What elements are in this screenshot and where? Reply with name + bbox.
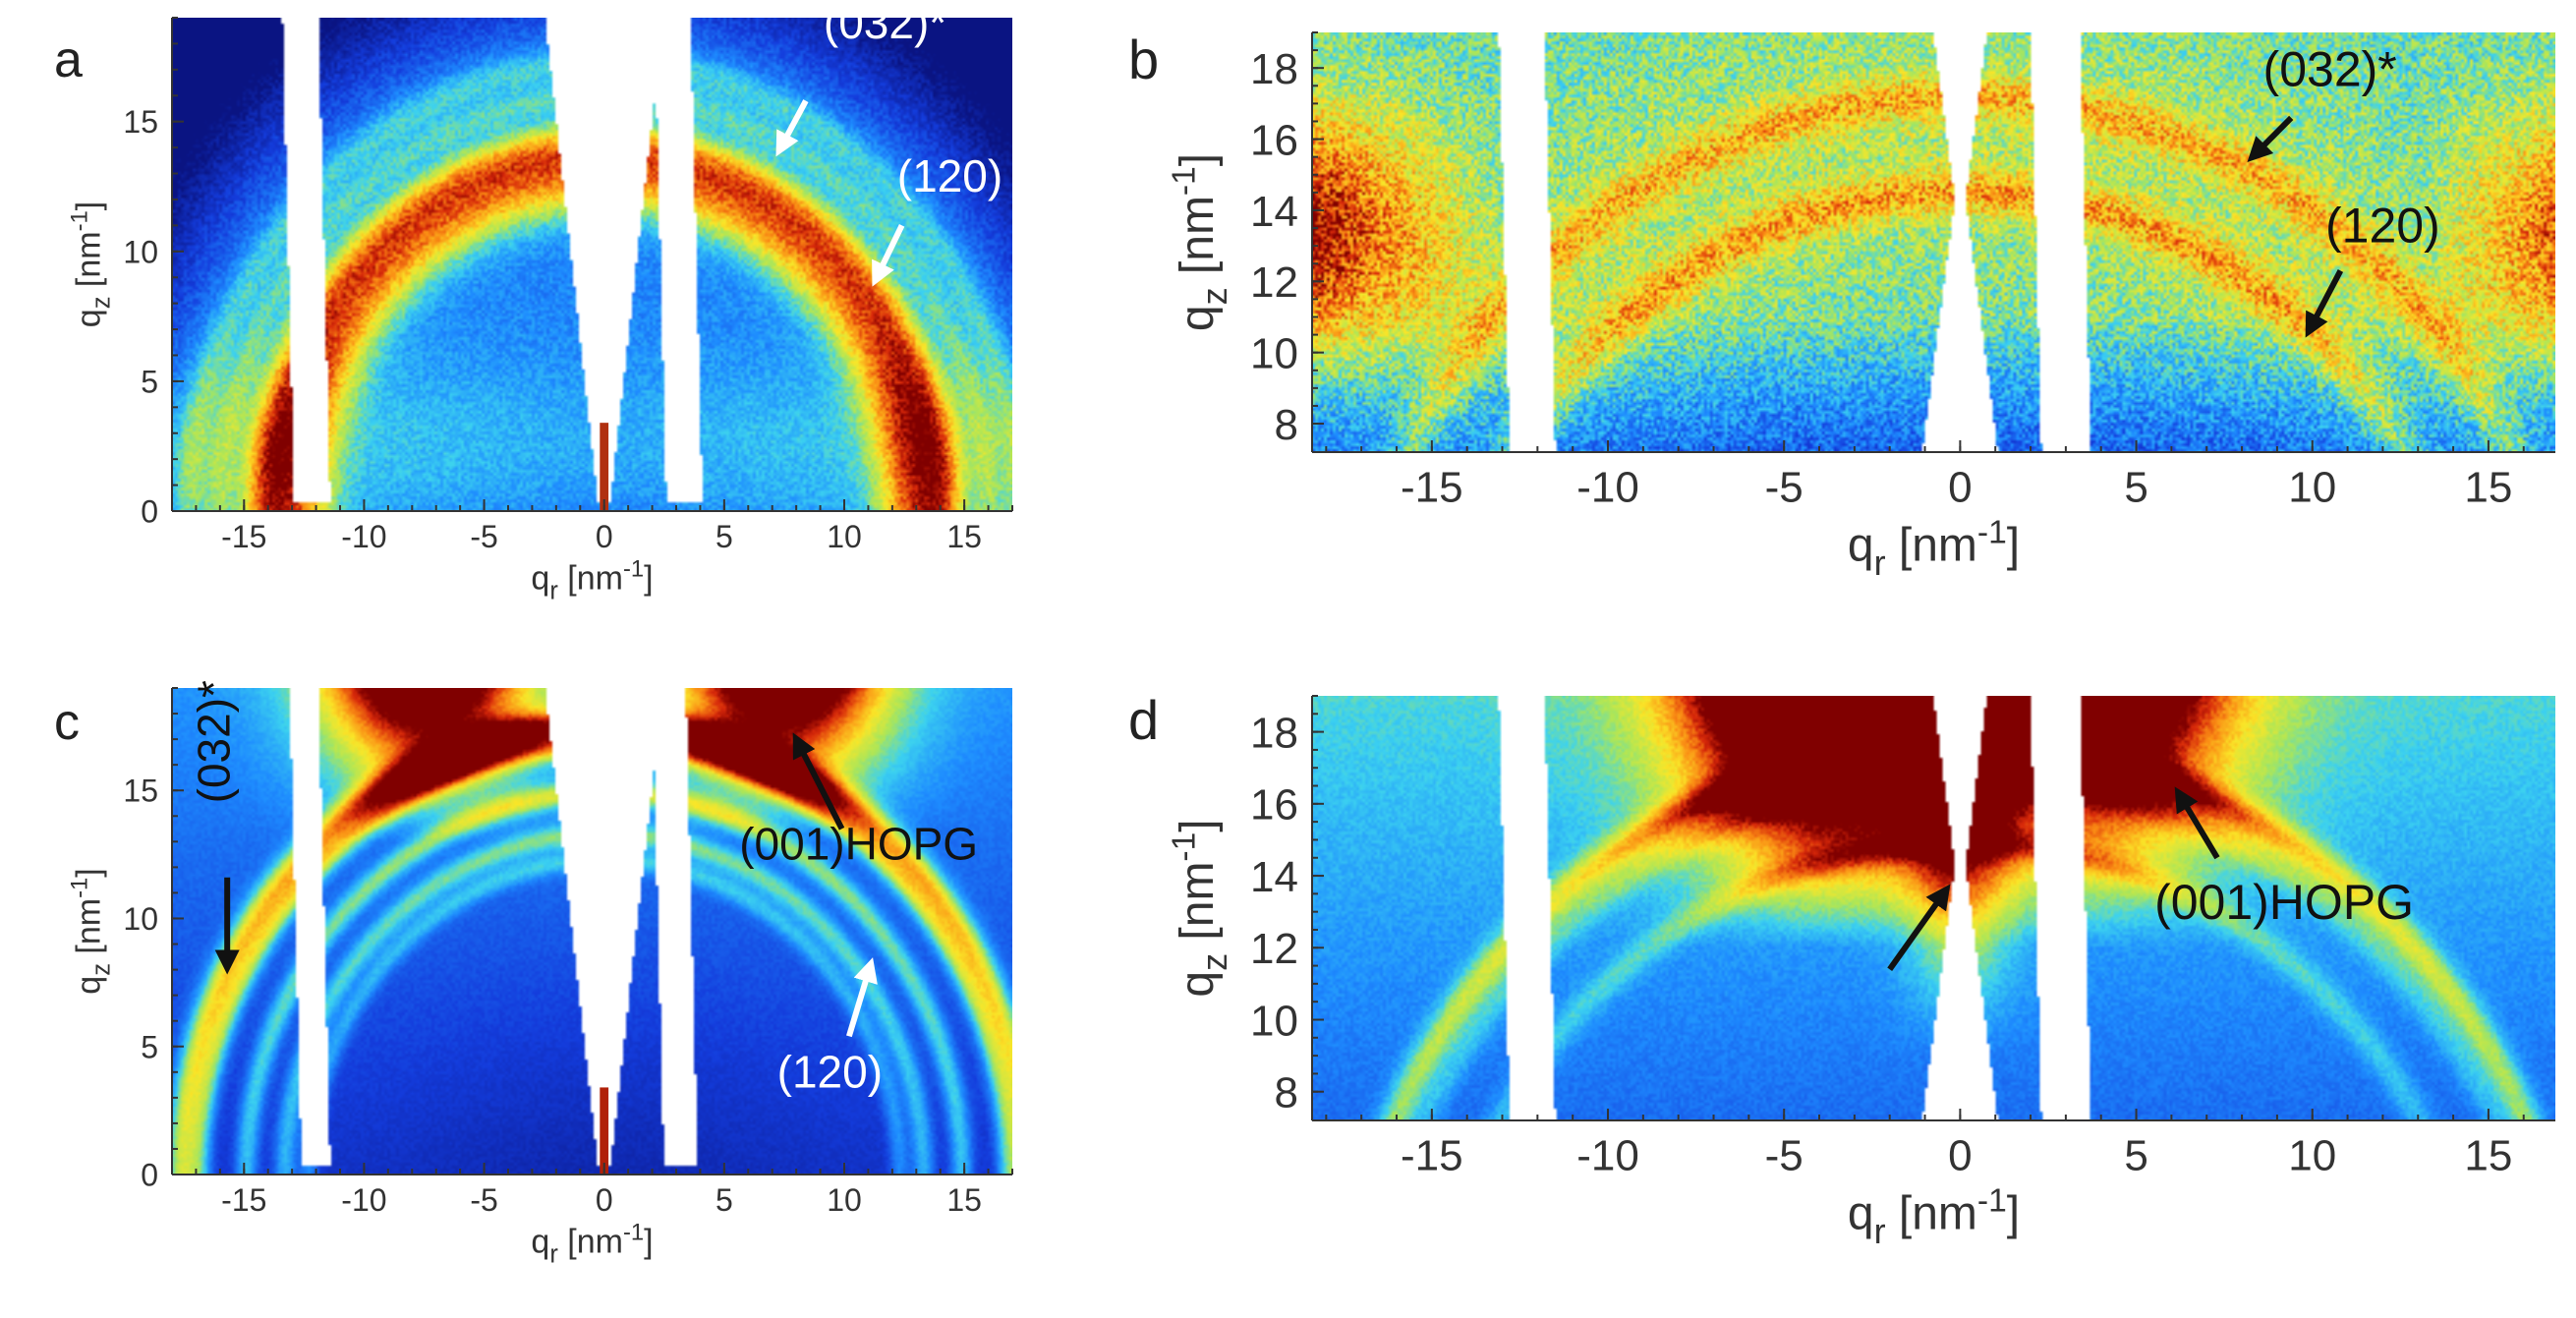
x-tick-label: 5 xyxy=(2124,1132,2147,1180)
x-tick-label: -5 xyxy=(1765,464,1803,512)
x-tick-label: 0 xyxy=(1948,464,1972,512)
y-tick-label: 10 xyxy=(1250,997,1298,1045)
panel-c: -15 -10 -5 0 5 10 15 0 5 10 15 qr [nm-1] qz [nm-1] c (… xyxy=(54,680,1013,1269)
panel-letter-a: a xyxy=(54,31,83,88)
x-tick-label: 0 xyxy=(596,519,613,554)
annotation-label-a-0: (032)* xyxy=(824,0,946,48)
annotation-label-a-1: (120) xyxy=(897,150,1002,201)
x-tick-label: -10 xyxy=(341,519,386,554)
x-tick-label: -10 xyxy=(341,1182,386,1218)
panel-letter-d: d xyxy=(1128,689,1159,751)
x-tick-label: 15 xyxy=(2464,1132,2512,1180)
x-axis-label-b: qr [nm-1] xyxy=(1848,514,2020,583)
y-tick-label: 14 xyxy=(1250,188,1298,236)
x-tick-label: 15 xyxy=(946,1182,982,1218)
y-tick-label: 0 xyxy=(141,494,158,530)
y-tick-label: 5 xyxy=(141,364,158,399)
y-tick-label: 10 xyxy=(123,901,158,937)
annotation-arrow-b-1 xyxy=(2305,269,2344,338)
y-axis-label-c: qz [nm-1] xyxy=(66,868,115,994)
y-tick-label: 15 xyxy=(123,104,158,140)
annotation-label-c-2: (120) xyxy=(777,1046,883,1097)
x-tick-label: -15 xyxy=(1401,464,1463,512)
annotation-label-d-0: (001)HOPG xyxy=(2154,875,2414,930)
x-tick-label: 15 xyxy=(946,519,982,554)
annotation-arrow-b-0 xyxy=(2247,115,2294,163)
x-tick-label: -15 xyxy=(1401,1132,1463,1180)
y-tick-label: 10 xyxy=(123,234,158,269)
x-tick-label: -5 xyxy=(470,519,497,554)
x-tick-label: 5 xyxy=(716,519,733,554)
annotation-arrow-c-1 xyxy=(792,732,845,831)
annotation-label-b-0: (032)* xyxy=(2263,41,2397,96)
heatmap-c xyxy=(172,688,1012,1175)
y-tick-label: 16 xyxy=(1250,116,1298,164)
panel-letter-b: b xyxy=(1128,29,1159,90)
y-tick-label: 8 xyxy=(1275,1069,1298,1117)
y-tick-label: 15 xyxy=(123,774,158,809)
x-tick-label: 10 xyxy=(827,1182,862,1218)
beam-stop-a xyxy=(600,423,609,511)
annotation-label-b-1: (120) xyxy=(2325,199,2440,254)
x-tick-label: 5 xyxy=(716,1182,733,1218)
panel-d: -15 -10 -5 0 5 10 15 8 10 12 14 16 18 qr [nm-1] qz [nm… xyxy=(1128,689,2555,1251)
x-tick-label: 10 xyxy=(2288,1132,2336,1180)
y-tick-label: 12 xyxy=(1250,258,1298,307)
y-tick-label: 14 xyxy=(1250,853,1298,901)
annotation-arrow-a-0 xyxy=(775,99,809,157)
annotation-arrow-d-0 xyxy=(2174,786,2220,860)
annotation-arrow-c-2 xyxy=(846,957,878,1038)
x-tick-label: 0 xyxy=(1948,1132,1972,1180)
y-tick-label: 18 xyxy=(1250,709,1298,757)
annotation-label-c-1: (001)HOPG xyxy=(739,819,978,870)
heatmap-b xyxy=(1312,32,2555,452)
annotation-label-c-0: (032)* xyxy=(189,680,240,803)
y-tick-label: 16 xyxy=(1250,781,1298,830)
y-tick-label: 12 xyxy=(1250,925,1298,973)
x-axis-label-d: qr [nm-1] xyxy=(1848,1182,2020,1251)
x-tick-label: 0 xyxy=(596,1182,613,1218)
y-tick-label: 18 xyxy=(1250,45,1298,93)
annotation-arrow-a-1 xyxy=(872,224,905,287)
x-tick-label: -5 xyxy=(1765,1132,1803,1180)
x-tick-label: -5 xyxy=(470,1182,497,1218)
panel-b: -15 -10 -5 0 5 10 15 8 10 12 14 16 18 qr [nm-1] qz [nm… xyxy=(1128,29,2555,583)
x-tick-label: -10 xyxy=(1576,1132,1639,1180)
annotation-arrow-d-1 xyxy=(1887,884,1951,971)
y-tick-label: 5 xyxy=(141,1029,158,1064)
panel-a: -15 -10 -5 0 5 10 15 0 5 10 15 qr [nm-1] qz [nm-1] a (… xyxy=(54,0,1013,605)
x-axis-label-a: qr [nm-1] xyxy=(531,555,653,604)
y-axis-label-d: qz [nm-1] xyxy=(1167,819,1235,997)
x-tick-label: 10 xyxy=(827,519,862,554)
x-axis-label-c: qr [nm-1] xyxy=(531,1219,653,1268)
x-tick-label: -10 xyxy=(1576,464,1639,512)
y-tick-label: 0 xyxy=(141,1158,158,1193)
panel-letter-c: c xyxy=(54,694,80,751)
y-axis-label-a: qz [nm-1] xyxy=(66,201,115,327)
x-tick-label: -15 xyxy=(221,519,266,554)
x-tick-label: 5 xyxy=(2124,464,2147,512)
x-tick-label: -15 xyxy=(221,1182,266,1218)
y-tick-label: 8 xyxy=(1275,401,1298,449)
beam-stop-c xyxy=(600,1087,609,1175)
y-axis-label-b: qz [nm-1] xyxy=(1167,153,1235,331)
x-tick-label: 15 xyxy=(2464,464,2512,512)
x-tick-label: 10 xyxy=(2288,464,2336,512)
y-tick-label: 10 xyxy=(1250,330,1298,378)
